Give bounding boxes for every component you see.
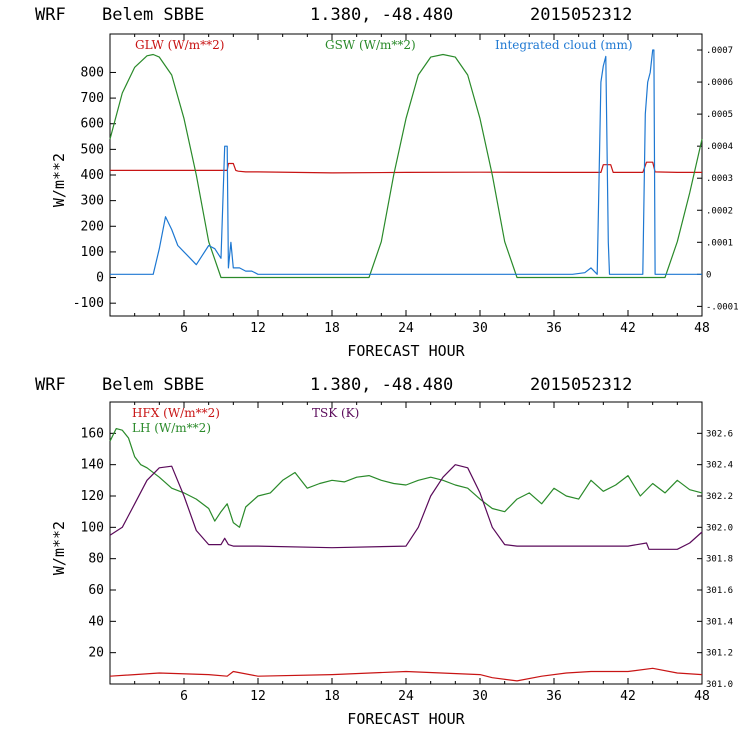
series-line-cloud <box>110 49 702 275</box>
x-tick-label: 42 <box>620 689 636 704</box>
series-line-gsw <box>109 53 703 279</box>
y-tick-label: 600 <box>81 117 104 132</box>
legend-glw: GLW (W/m**2) <box>135 38 224 52</box>
top-x-axis: 6 12 18 24 30 36 42 48 <box>134 34 710 336</box>
right-tick-label: .0001 <box>706 238 733 248</box>
series-line-glw <box>110 161 702 174</box>
top-header-coords: 1.380, -48.480 <box>310 5 453 25</box>
right-tick-label: .0003 <box>706 174 733 184</box>
top-header-model: WRF <box>35 5 66 25</box>
legend-hfx: HFX (W/m**2) <box>132 406 220 420</box>
x-tick-label: 42 <box>620 321 636 336</box>
right-tick-label: 301.8 <box>706 555 733 565</box>
y-tick-label: 500 <box>81 142 104 157</box>
series-line-tsk <box>109 464 703 550</box>
top-series-group <box>109 49 703 279</box>
y-tick-label: 80 <box>88 552 104 567</box>
right-tick-label: .0007 <box>706 46 733 56</box>
bottom-right-axis: 301.0 301.2 301.4 301.6 301.8 302.0 302.2 302.4… <box>697 429 733 690</box>
right-tick-label: 302.2 <box>706 492 733 502</box>
y-tick-label: 140 <box>81 458 104 473</box>
x-tick-label: 18 <box>324 689 340 704</box>
right-tick-label: -.0001 <box>706 302 739 312</box>
y-tick-label: 0 <box>96 271 104 286</box>
bottom-series-group <box>109 428 703 682</box>
legend-tsk: TSK (K) <box>312 406 359 420</box>
series-line-hfx <box>109 667 703 682</box>
bottom-header-coords: 1.380, -48.480 <box>310 375 453 395</box>
top-header-station: Belem SBBE <box>102 5 204 25</box>
right-tick-label: 301.0 <box>706 680 733 690</box>
x-tick-label: 24 <box>398 321 414 336</box>
y-tick-label: -100 <box>73 296 104 311</box>
y-tick-label: 300 <box>81 194 104 209</box>
right-tick-label: 302.0 <box>706 523 733 533</box>
right-tick-label: .0005 <box>706 110 733 120</box>
y-tick-label: 400 <box>81 168 104 183</box>
y-tick-label: 20 <box>88 646 104 661</box>
y-tick-label: 100 <box>81 520 104 535</box>
top-y-axis: -100 0 100 200 300 400 500 600 700 800 <box>73 65 116 311</box>
right-tick-label: 301.2 <box>706 649 733 659</box>
x-tick-label: 12 <box>250 689 266 704</box>
legend-cloud: Integrated cloud (mm) <box>495 38 633 52</box>
x-tick-label: 30 <box>472 321 488 336</box>
x-tick-label: 30 <box>472 689 488 704</box>
bottom-header-model: WRF <box>35 375 66 395</box>
x-tick-label: 6 <box>180 321 188 336</box>
top-header-run: 2015052312 <box>530 5 632 25</box>
x-tick-label: 48 <box>694 689 710 704</box>
legend-gsw: GSW (W/m**2) <box>325 38 416 52</box>
bottom-y-axis: 20 40 60 80 100 120 140 160 <box>81 426 116 661</box>
x-tick-label: 36 <box>546 321 562 336</box>
y-tick-label: 160 <box>81 426 104 441</box>
bottom-header-run: 2015052312 <box>530 375 632 395</box>
y-tick-label: 700 <box>81 91 104 106</box>
right-tick-label: 302.6 <box>706 429 733 439</box>
bottom-header-station: Belem SBBE <box>102 375 204 395</box>
right-tick-label: 301.4 <box>706 617 733 627</box>
bottom-x-axis-label: FORECAST HOUR <box>347 710 465 728</box>
x-tick-label: 6 <box>180 689 188 704</box>
y-tick-label: 800 <box>81 65 104 80</box>
right-tick-label: .0006 <box>706 78 733 88</box>
bottom-y-axis-label: W/m**2 <box>50 521 68 575</box>
top-header: WRF Belem SBBE 1.380, -48.480 2015052312 <box>35 5 632 25</box>
right-tick-label: .0004 <box>706 142 733 152</box>
right-tick-label: 0 <box>706 270 711 280</box>
bottom-plot-frame <box>109 401 703 685</box>
x-tick-label: 18 <box>324 321 340 336</box>
y-tick-label: 200 <box>81 219 104 234</box>
right-tick-label: 301.6 <box>706 586 733 596</box>
bottom-header: WRF Belem SBBE 1.380, -48.480 2015052312 <box>35 375 632 395</box>
top-right-axis: -.0001 0 .0001 .0002 .0003 .0004 .0005 .0006 .00… <box>697 46 739 312</box>
right-tick-label: 302.4 <box>706 461 733 471</box>
x-tick-label: 24 <box>398 689 414 704</box>
bottom-x-axis: 6 12 18 24 30 36 42 48 <box>134 402 710 704</box>
top-x-axis-label: FORECAST HOUR <box>347 342 465 360</box>
series-line-lh <box>109 428 703 528</box>
x-tick-label: 12 <box>250 321 266 336</box>
right-tick-label: .0002 <box>706 206 733 216</box>
y-tick-label: 120 <box>81 489 104 504</box>
legend-lh: LH (W/m**2) <box>132 421 211 435</box>
y-tick-label: 40 <box>88 614 104 629</box>
x-tick-label: 36 <box>546 689 562 704</box>
y-tick-label: 100 <box>81 245 104 260</box>
x-tick-label: 48 <box>694 321 710 336</box>
y-tick-label: 60 <box>88 583 104 598</box>
top-y-axis-label: W/m**2 <box>50 153 68 207</box>
